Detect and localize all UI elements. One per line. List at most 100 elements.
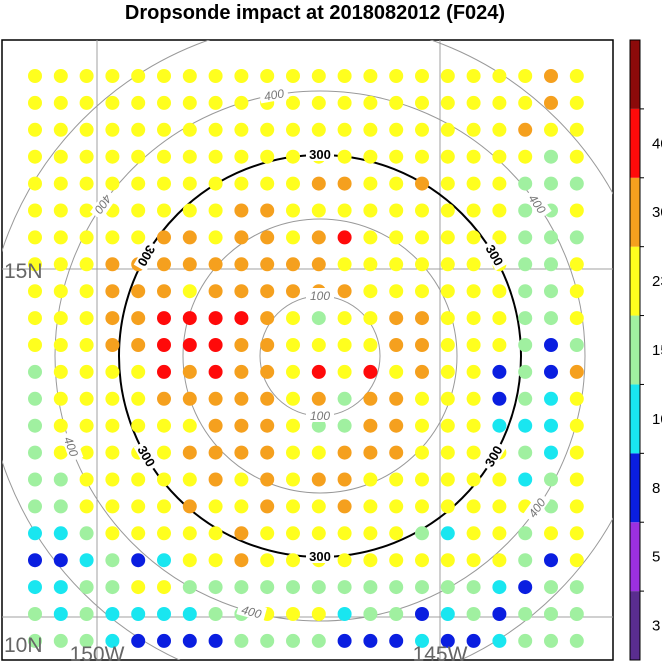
colorbar-segment [630,384,640,454]
impact-dot [569,69,584,83]
impact-dot [260,391,275,406]
lon-label: 145W [413,643,468,664]
impact-dot [234,203,249,218]
impact-dot [79,445,94,460]
impact-dot [28,633,42,648]
impact-dot [440,284,455,299]
impact-dot [53,122,68,137]
impact-dot [311,526,326,541]
impact-dot [518,633,533,648]
impact-dot [286,472,300,487]
impact-dot [28,338,42,352]
impact-dot [260,311,275,326]
impact-dot [544,311,558,326]
impact-dot [79,203,94,218]
impact-dot [208,445,223,460]
impact-dot [415,69,429,83]
impact-dot [466,257,481,272]
impact-dot [286,633,300,648]
impact-dot [234,338,249,352]
impact-dot [105,230,120,245]
impact-dot [208,284,223,299]
impact-dot [260,472,275,487]
impact-dot [518,122,533,137]
impact-dot [28,526,42,541]
impact-dot [466,526,481,541]
impact-dot [208,364,223,379]
impact-dot [260,149,275,164]
impact-dot [569,149,584,164]
impact-dot [415,580,429,595]
impact-dot [337,95,352,110]
impact-dot [415,499,429,514]
ring-label-bg [306,288,334,302]
impact-dot [544,580,558,595]
impact-dot [337,122,352,137]
impact-dot [492,203,507,218]
impact-dot [208,391,223,406]
impact-dot [389,633,404,648]
impact-dot [415,95,429,110]
impact-dot [518,364,533,379]
impact-dot [79,338,94,352]
impact-dot [544,284,558,299]
impact-dot [544,122,558,137]
impact-dot [208,338,223,352]
impact-dot [569,95,584,110]
impact-dot [415,257,429,272]
impact-dot [286,364,300,379]
impact-dot [157,95,171,110]
impact-dot [492,338,507,352]
impact-dot [544,257,558,272]
colorbar-segment [630,522,640,592]
impact-dot [157,364,171,379]
impact-dot [518,526,533,541]
impact-dot [492,176,507,191]
ring-label-group: 300 [306,147,334,162]
impact-dot [389,364,404,379]
impact-dot [79,149,94,164]
impact-dot [157,149,171,164]
impact-dot [415,311,429,326]
impact-dot [492,526,507,541]
impact-dot [415,338,429,352]
impact-dot [311,203,326,218]
impact-dot [131,122,146,137]
impact-dot [518,391,533,406]
impact-dot [260,499,275,514]
impact-dot [105,149,120,164]
impact-dot [286,122,300,137]
impact-dot [157,230,171,245]
impact-dot [28,203,42,218]
impact-dot [492,69,507,83]
impact-dot [79,633,94,648]
impact-dot [28,364,42,379]
impact-dot [337,499,352,514]
impact-dot [234,284,249,299]
impact-dot [105,580,120,595]
impact-dot [389,338,404,352]
colorbar-tick-label: 23 [652,273,662,290]
impact-dot [28,607,42,621]
impact-dot [363,203,378,218]
impact-dot [157,311,171,326]
impact-dot [389,257,404,272]
colorbar-segment [630,315,640,385]
impact-dot [363,176,378,191]
impact-dot [234,149,249,164]
impact-dot [337,338,352,352]
impact-dot [53,391,68,406]
ring-label-bg [258,84,289,104]
impact-dot [415,391,429,406]
impact-dot [208,230,223,245]
impact-dot [79,69,94,83]
impact-dot [492,633,507,648]
impact-dot [105,284,120,299]
impact-dot [182,176,197,191]
impact-dot [466,472,481,487]
impact-dot [208,607,223,621]
ring-label-bg [60,430,84,462]
colorbar-tick-label: 8 [652,480,660,497]
impact-dot [53,203,68,218]
impact-dot [311,364,326,379]
